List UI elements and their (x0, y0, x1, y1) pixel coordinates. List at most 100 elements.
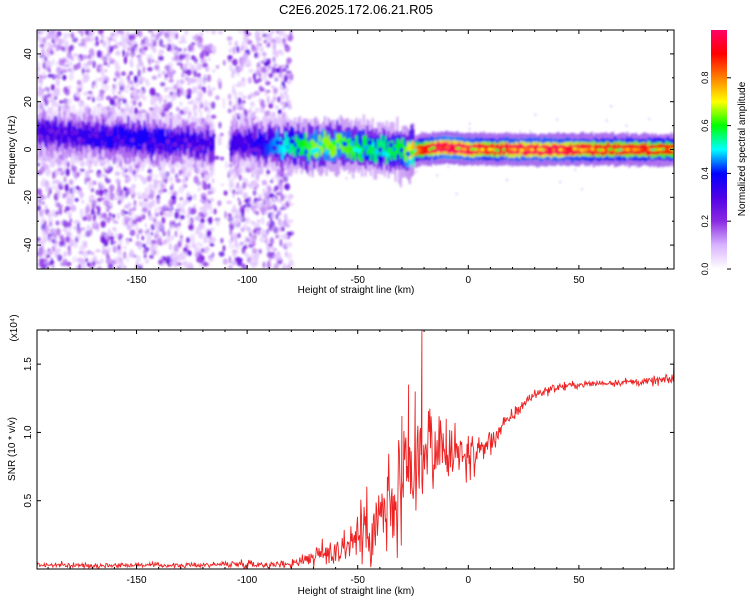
spectrogram-cell (227, 93, 232, 100)
spectrogram-cell (261, 139, 265, 155)
spectrogram-cell (38, 204, 42, 212)
spectrogram-cell (580, 187, 584, 191)
spectrogram-cell (116, 212, 121, 220)
spectrogram-cell (116, 50, 121, 57)
spectrogram-cell (153, 233, 160, 238)
spectrogram-cell (281, 145, 284, 160)
spectrogram-cell (118, 233, 123, 237)
spectrogram-cell (168, 191, 173, 195)
spectrogram-cell (52, 123, 56, 139)
spectrogram-cell (244, 58, 250, 64)
spectrogram-cell (56, 129, 61, 135)
spectrogram-cell (232, 58, 238, 66)
snr-axes: -150 -100 -50 0 50 0.5 1.0 1.5 (23, 330, 674, 586)
spectrogram-cell (159, 128, 162, 144)
spectrogram-cell (228, 48, 234, 53)
spectrogram-cell (146, 240, 149, 245)
spectrogram-cell (287, 80, 292, 85)
spectrogram-cell (114, 232, 118, 240)
spectrogram-cell (601, 148, 606, 152)
spectrogram-cell (236, 191, 239, 195)
spectrogram-cell (128, 227, 132, 232)
spectrogram-cell (144, 222, 147, 228)
spectrogram-cell (324, 149, 330, 155)
spectrogram-cell (173, 257, 178, 265)
spectrogram-cell (272, 145, 277, 151)
spectrogram-cell (121, 36, 127, 44)
spectrogram-cell (279, 51, 285, 56)
spectrogram-cell (197, 241, 201, 246)
spectrogram-cell (155, 183, 160, 188)
spectrogram-cell (247, 226, 251, 231)
spectrogram-cell (248, 243, 254, 248)
spectrogram-cell (647, 146, 650, 156)
spectrogram-cell (61, 47, 66, 52)
spectrogram-cell (232, 71, 235, 75)
spectrogram-cell (267, 65, 273, 70)
spectrogram-cell (263, 54, 267, 62)
spectrogram-cell (243, 223, 247, 229)
spectrogram-cell (141, 207, 148, 213)
spectrogram-cell (159, 171, 164, 176)
spectrogram-cell (101, 231, 107, 237)
spectrogram-cell (48, 221, 53, 227)
spectrogram-cell (87, 91, 93, 95)
spectrogram-cell (81, 199, 85, 204)
spectrogram-cell (323, 130, 327, 146)
spectrogram-cell (346, 142, 350, 158)
spectrogram-cell (38, 258, 44, 262)
spectrogram-cell (198, 133, 201, 149)
spectrogram-cell (280, 92, 284, 100)
spectrogram-cell (162, 256, 166, 261)
spectrogram-cell (359, 146, 362, 162)
spectrogram-cell (383, 136, 387, 151)
spectrogram-cell (237, 232, 241, 239)
colorbar-tick-label: 0.2 (700, 215, 710, 228)
spectrogram-cell (54, 244, 58, 248)
spectrogram-cell (43, 30, 49, 33)
spectrogram-cell (247, 95, 251, 100)
spectrogram-cell (199, 198, 205, 203)
spectrogram-cell (123, 211, 129, 215)
spectrogram-cell (222, 59, 226, 66)
spectrogram-cell (51, 91, 56, 100)
spectrogram-cell (238, 175, 243, 180)
spectrogram-cell (203, 174, 210, 182)
spectrogram-cell (67, 32, 70, 38)
spectrogram-cell (252, 229, 257, 234)
spectrogram-cell (247, 134, 250, 158)
spectrogram-cell (277, 171, 284, 175)
spectrogram-cell (139, 90, 144, 99)
spectrogram-cell (140, 138, 146, 144)
spectrogram-cell (52, 58, 55, 65)
spectrogram-cell (108, 36, 113, 42)
spectrogram-cell (435, 145, 439, 149)
spectrogram-cell (250, 204, 256, 212)
spectrogram-cell (245, 202, 251, 209)
spectrogram-cell (522, 147, 529, 151)
spectrogram-cell (128, 40, 135, 49)
spectrogram-cell (276, 177, 280, 183)
spectrogram-cell (313, 147, 320, 153)
spectrogram-cell (138, 60, 141, 66)
spectrogram-cell (412, 144, 415, 167)
spectrogram-cell (41, 228, 46, 237)
spectrogram-cell (70, 31, 74, 39)
spectrogram-cell (166, 212, 169, 218)
spectrogram-cell (186, 193, 189, 197)
spectrogram-cell (45, 166, 49, 170)
spectrogram-cell (159, 210, 164, 216)
spectrogram-cell (132, 89, 138, 97)
spectrogram-cell (558, 148, 564, 152)
spectrogram-cell (157, 198, 161, 205)
spectrogram-cell (197, 187, 201, 192)
spectrogram-cell (153, 128, 157, 144)
spectrogram-cell (648, 117, 651, 121)
spectrogram-cell (72, 165, 77, 173)
spectrogram-cell (66, 85, 72, 90)
spectrogram-cell (141, 178, 147, 185)
spectrogram-cell (320, 140, 323, 156)
spectrogram-cell (65, 128, 68, 144)
spectrogram-cell (170, 195, 177, 201)
